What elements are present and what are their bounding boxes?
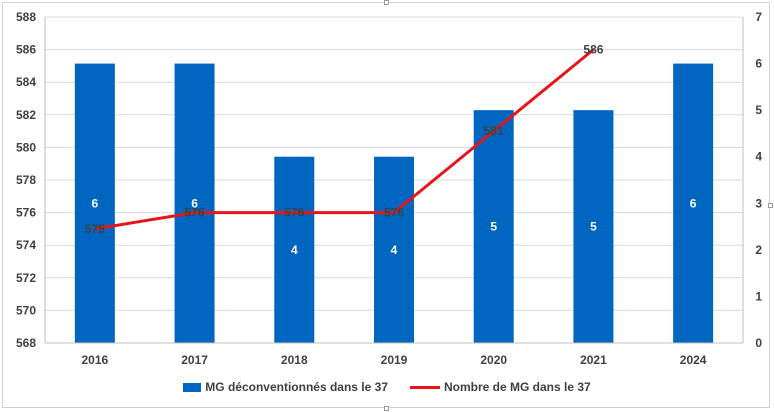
line-data-label: 576 — [185, 206, 205, 220]
y-left-tick-label: 586 — [16, 43, 36, 57]
bar-data-label: 5 — [590, 220, 597, 234]
legend: MG déconventionnés dans le 37 Nombre de … — [0, 377, 774, 397]
x-tick-label: 2016 — [82, 353, 109, 367]
y-left-tick-label: 574 — [16, 238, 36, 252]
y-right-tick-label: 6 — [755, 57, 762, 71]
bar-data-label: 6 — [690, 196, 697, 210]
x-tick-label: 2017 — [181, 353, 208, 367]
line-data-label: 576 — [384, 206, 404, 220]
bar — [274, 156, 315, 343]
x-tick-label: 2019 — [381, 353, 408, 367]
legend-label-line: Nombre de MG dans le 37 — [444, 380, 591, 394]
y-left-tick-label: 570 — [16, 303, 36, 317]
legend-item-bars: MG déconventionnés dans le 37 — [183, 380, 388, 394]
axes: 5685705725745765785805825845865880123456… — [16, 10, 762, 367]
bar-series — [74, 63, 714, 344]
y-left-tick-label: 582 — [16, 108, 36, 122]
bar — [174, 63, 215, 343]
legend-swatch-line — [410, 385, 440, 389]
y-right-tick-label: 2 — [755, 243, 762, 257]
bar-data-label: 6 — [191, 196, 198, 210]
y-left-tick-label: 576 — [16, 206, 36, 220]
bar-data-label: 6 — [92, 196, 99, 210]
bar-data-label: 4 — [291, 243, 298, 257]
y-left-tick-label: 588 — [16, 10, 36, 24]
bar-data-label: 5 — [490, 220, 497, 234]
resize-handle-right[interactable] — [768, 203, 773, 208]
bar — [74, 63, 115, 343]
y-right-tick-label: 0 — [755, 336, 762, 350]
y-right-tick-label: 4 — [755, 150, 762, 164]
y-right-tick-label: 7 — [755, 10, 762, 24]
x-tick-label: 2021 — [580, 353, 607, 367]
legend-item-line: Nombre de MG dans le 37 — [410, 380, 591, 394]
y-left-tick-label: 572 — [16, 271, 36, 285]
y-right-tick-label: 5 — [755, 103, 762, 117]
resize-handle-bottom[interactable] — [384, 406, 389, 411]
bar-data-label: 4 — [391, 243, 398, 257]
line-data-label: 586 — [583, 43, 603, 57]
bar — [673, 63, 714, 343]
line-data-label: 576 — [284, 206, 304, 220]
y-right-tick-label: 1 — [755, 289, 762, 303]
y-left-tick-label: 568 — [16, 336, 36, 350]
line-series — [94, 48, 595, 231]
x-tick-label: 2024 — [680, 353, 707, 367]
bar — [374, 156, 414, 343]
y-right-tick-label: 3 — [755, 196, 762, 210]
bar — [473, 110, 514, 344]
resize-handle-top[interactable] — [384, 0, 389, 5]
data-labels: 6 6 4 4 5 5 6 575 576 576 576 581 586 — [85, 43, 697, 257]
legend-label-bars: MG déconventionnés dans le 37 — [205, 380, 388, 394]
bar — [573, 110, 614, 344]
x-tick-label: 2020 — [480, 353, 507, 367]
legend-swatch-bars — [183, 382, 202, 392]
line-data-label: 581 — [484, 124, 504, 138]
y-left-tick-label: 578 — [16, 173, 36, 187]
line-data-label: 575 — [85, 222, 105, 236]
line-path — [94, 48, 595, 231]
y-left-tick-label: 584 — [16, 75, 36, 89]
x-tick-label: 2018 — [281, 353, 308, 367]
y-left-tick-label: 580 — [16, 140, 36, 154]
